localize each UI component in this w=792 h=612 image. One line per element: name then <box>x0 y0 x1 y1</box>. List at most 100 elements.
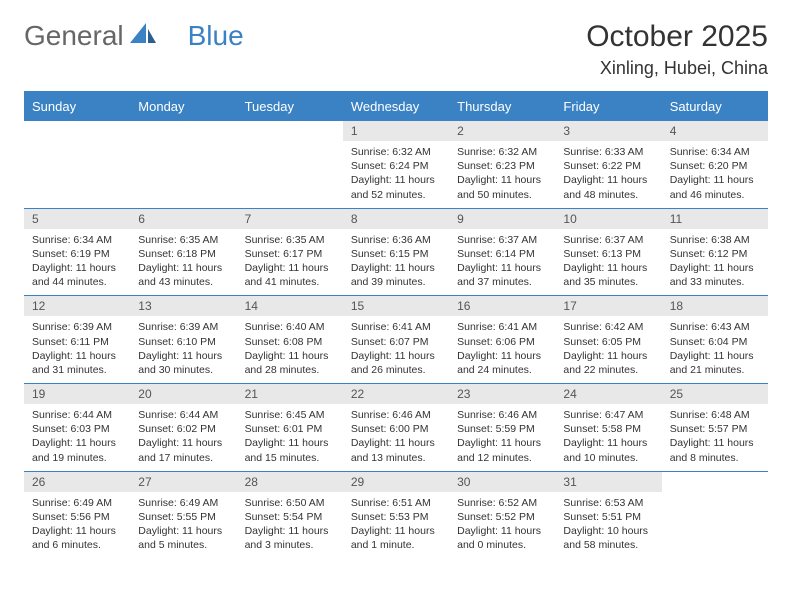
calendar-week-row: 5Sunrise: 6:34 AMSunset: 6:19 PMDaylight… <box>24 208 768 296</box>
calendar-day-cell: 4Sunrise: 6:34 AMSunset: 6:20 PMDaylight… <box>662 121 768 209</box>
weekday-header: Tuesday <box>237 92 343 121</box>
day-number: 29 <box>343 472 449 492</box>
day-number: 8 <box>343 209 449 229</box>
calendar-day-cell <box>662 471 768 558</box>
logo-text-blue: Blue <box>188 20 244 52</box>
calendar-day-cell: 8Sunrise: 6:36 AMSunset: 6:15 PMDaylight… <box>343 208 449 296</box>
calendar-day-cell: 10Sunrise: 6:37 AMSunset: 6:13 PMDayligh… <box>555 208 661 296</box>
day-number: 20 <box>130 384 236 404</box>
day-number: 26 <box>24 472 130 492</box>
weekday-header: Wednesday <box>343 92 449 121</box>
calendar-day-cell: 25Sunrise: 6:48 AMSunset: 5:57 PMDayligh… <box>662 384 768 472</box>
calendar-day-cell: 12Sunrise: 6:39 AMSunset: 6:11 PMDayligh… <box>24 296 130 384</box>
day-content: Sunrise: 6:39 AMSunset: 6:11 PMDaylight:… <box>24 316 130 383</box>
calendar-day-cell: 13Sunrise: 6:39 AMSunset: 6:10 PMDayligh… <box>130 296 236 384</box>
calendar-day-cell: 30Sunrise: 6:52 AMSunset: 5:52 PMDayligh… <box>449 471 555 558</box>
day-content: Sunrise: 6:37 AMSunset: 6:13 PMDaylight:… <box>555 229 661 296</box>
calendar-day-cell: 11Sunrise: 6:38 AMSunset: 6:12 PMDayligh… <box>662 208 768 296</box>
calendar-day-cell: 27Sunrise: 6:49 AMSunset: 5:55 PMDayligh… <box>130 471 236 558</box>
calendar-week-row: 19Sunrise: 6:44 AMSunset: 6:03 PMDayligh… <box>24 384 768 472</box>
calendar-day-cell: 22Sunrise: 6:46 AMSunset: 6:00 PMDayligh… <box>343 384 449 472</box>
day-number: 1 <box>343 121 449 141</box>
calendar-day-cell: 16Sunrise: 6:41 AMSunset: 6:06 PMDayligh… <box>449 296 555 384</box>
day-number: 16 <box>449 296 555 316</box>
weekday-header: Saturday <box>662 92 768 121</box>
calendar-day-cell: 24Sunrise: 6:47 AMSunset: 5:58 PMDayligh… <box>555 384 661 472</box>
day-content: Sunrise: 6:46 AMSunset: 5:59 PMDaylight:… <box>449 404 555 471</box>
day-number: 19 <box>24 384 130 404</box>
day-content: Sunrise: 6:32 AMSunset: 6:23 PMDaylight:… <box>449 141 555 208</box>
day-number: 24 <box>555 384 661 404</box>
day-number: 5 <box>24 209 130 229</box>
calendar-day-cell: 31Sunrise: 6:53 AMSunset: 5:51 PMDayligh… <box>555 471 661 558</box>
weekday-header: Thursday <box>449 92 555 121</box>
calendar-day-cell <box>237 121 343 209</box>
day-content: Sunrise: 6:49 AMSunset: 5:56 PMDaylight:… <box>24 492 130 559</box>
day-content: Sunrise: 6:42 AMSunset: 6:05 PMDaylight:… <box>555 316 661 383</box>
logo: General Blue <box>24 20 244 52</box>
day-content: Sunrise: 6:38 AMSunset: 6:12 PMDaylight:… <box>662 229 768 296</box>
calendar-day-cell: 20Sunrise: 6:44 AMSunset: 6:02 PMDayligh… <box>130 384 236 472</box>
calendar-day-cell: 26Sunrise: 6:49 AMSunset: 5:56 PMDayligh… <box>24 471 130 558</box>
day-content: Sunrise: 6:34 AMSunset: 6:20 PMDaylight:… <box>662 141 768 208</box>
calendar-day-cell: 5Sunrise: 6:34 AMSunset: 6:19 PMDaylight… <box>24 208 130 296</box>
calendar-week-row: 26Sunrise: 6:49 AMSunset: 5:56 PMDayligh… <box>24 471 768 558</box>
calendar-table: SundayMondayTuesdayWednesdayThursdayFrid… <box>24 91 768 558</box>
day-number: 18 <box>662 296 768 316</box>
calendar-day-cell: 29Sunrise: 6:51 AMSunset: 5:53 PMDayligh… <box>343 471 449 558</box>
calendar-day-cell: 6Sunrise: 6:35 AMSunset: 6:18 PMDaylight… <box>130 208 236 296</box>
day-content: Sunrise: 6:41 AMSunset: 6:07 PMDaylight:… <box>343 316 449 383</box>
location: Xinling, Hubei, China <box>586 58 768 79</box>
day-number: 21 <box>237 384 343 404</box>
day-number: 17 <box>555 296 661 316</box>
day-content: Sunrise: 6:48 AMSunset: 5:57 PMDaylight:… <box>662 404 768 471</box>
day-number: 31 <box>555 472 661 492</box>
day-content: Sunrise: 6:53 AMSunset: 5:51 PMDaylight:… <box>555 492 661 559</box>
calendar-day-cell <box>24 121 130 209</box>
day-number: 13 <box>130 296 236 316</box>
header: General Blue October 2025 Xinling, Hubei… <box>24 20 768 79</box>
day-content: Sunrise: 6:47 AMSunset: 5:58 PMDaylight:… <box>555 404 661 471</box>
day-content: Sunrise: 6:44 AMSunset: 6:02 PMDaylight:… <box>130 404 236 471</box>
calendar-day-cell: 1Sunrise: 6:32 AMSunset: 6:24 PMDaylight… <box>343 121 449 209</box>
day-number: 9 <box>449 209 555 229</box>
day-content: Sunrise: 6:33 AMSunset: 6:22 PMDaylight:… <box>555 141 661 208</box>
calendar-day-cell: 18Sunrise: 6:43 AMSunset: 6:04 PMDayligh… <box>662 296 768 384</box>
calendar-day-cell: 28Sunrise: 6:50 AMSunset: 5:54 PMDayligh… <box>237 471 343 558</box>
logo-text-general: General <box>24 20 124 52</box>
calendar-day-cell: 23Sunrise: 6:46 AMSunset: 5:59 PMDayligh… <box>449 384 555 472</box>
calendar-day-cell: 14Sunrise: 6:40 AMSunset: 6:08 PMDayligh… <box>237 296 343 384</box>
weekday-header: Friday <box>555 92 661 121</box>
calendar-day-cell: 2Sunrise: 6:32 AMSunset: 6:23 PMDaylight… <box>449 121 555 209</box>
day-content: Sunrise: 6:49 AMSunset: 5:55 PMDaylight:… <box>130 492 236 559</box>
day-content: Sunrise: 6:50 AMSunset: 5:54 PMDaylight:… <box>237 492 343 559</box>
day-content: Sunrise: 6:52 AMSunset: 5:52 PMDaylight:… <box>449 492 555 559</box>
day-content: Sunrise: 6:45 AMSunset: 6:01 PMDaylight:… <box>237 404 343 471</box>
day-content: Sunrise: 6:40 AMSunset: 6:08 PMDaylight:… <box>237 316 343 383</box>
day-content: Sunrise: 6:39 AMSunset: 6:10 PMDaylight:… <box>130 316 236 383</box>
day-content: Sunrise: 6:46 AMSunset: 6:00 PMDaylight:… <box>343 404 449 471</box>
day-number: 11 <box>662 209 768 229</box>
day-number: 14 <box>237 296 343 316</box>
day-content: Sunrise: 6:41 AMSunset: 6:06 PMDaylight:… <box>449 316 555 383</box>
calendar-day-cell <box>130 121 236 209</box>
day-number: 6 <box>130 209 236 229</box>
day-content: Sunrise: 6:44 AMSunset: 6:03 PMDaylight:… <box>24 404 130 471</box>
calendar-day-cell: 9Sunrise: 6:37 AMSunset: 6:14 PMDaylight… <box>449 208 555 296</box>
day-number: 4 <box>662 121 768 141</box>
day-number: 23 <box>449 384 555 404</box>
day-number: 10 <box>555 209 661 229</box>
day-content: Sunrise: 6:32 AMSunset: 6:24 PMDaylight:… <box>343 141 449 208</box>
day-content: Sunrise: 6:37 AMSunset: 6:14 PMDaylight:… <box>449 229 555 296</box>
day-number: 7 <box>237 209 343 229</box>
weekday-header-row: SundayMondayTuesdayWednesdayThursdayFrid… <box>24 92 768 121</box>
day-content: Sunrise: 6:43 AMSunset: 6:04 PMDaylight:… <box>662 316 768 383</box>
calendar-body: 1Sunrise: 6:32 AMSunset: 6:24 PMDaylight… <box>24 121 768 559</box>
day-number: 12 <box>24 296 130 316</box>
calendar-day-cell: 19Sunrise: 6:44 AMSunset: 6:03 PMDayligh… <box>24 384 130 472</box>
calendar-day-cell: 17Sunrise: 6:42 AMSunset: 6:05 PMDayligh… <box>555 296 661 384</box>
day-number: 15 <box>343 296 449 316</box>
day-content: Sunrise: 6:35 AMSunset: 6:18 PMDaylight:… <box>130 229 236 296</box>
day-content: Sunrise: 6:36 AMSunset: 6:15 PMDaylight:… <box>343 229 449 296</box>
day-number: 27 <box>130 472 236 492</box>
